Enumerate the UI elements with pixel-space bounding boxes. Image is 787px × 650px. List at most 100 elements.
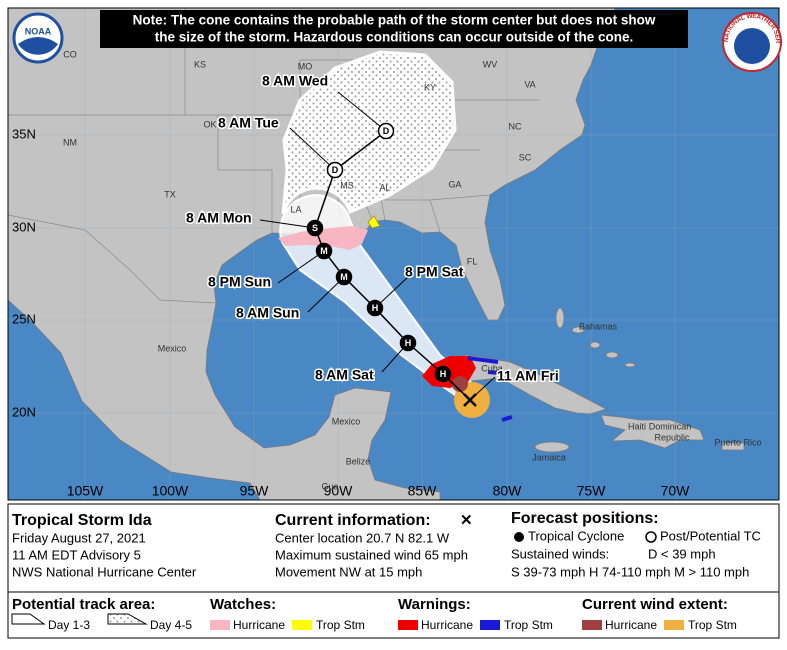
forecast-point (315, 242, 333, 260)
place-label: NM (63, 137, 77, 147)
forecast-point (306, 219, 324, 237)
forecast-point (434, 365, 452, 383)
place-label: NC (509, 121, 522, 131)
place-label: KY (424, 82, 436, 92)
legend-title: Watches: (210, 596, 276, 613)
lat-label: 35N (12, 126, 36, 141)
storm-line: Friday August 27, 2021 (12, 530, 146, 545)
track-label: 8 AM Sat (315, 367, 374, 383)
note-text: Note: The cone contains the probable pat… (133, 13, 656, 28)
noaa-logo-text: NOAA (25, 26, 52, 36)
forecast-point-letter: H (440, 369, 447, 379)
forecast-point (377, 122, 395, 140)
current-line: Maximum sustained wind 65 mph (275, 547, 468, 562)
place-label: Jamaica (532, 452, 566, 462)
map-frame (7, 7, 780, 501)
place-label: SC (519, 152, 532, 162)
bahamas (555, 307, 636, 368)
day-4-5-swatch (107, 613, 148, 625)
storm-name: Tropical Storm Ida (12, 512, 152, 529)
place-label: WV (483, 59, 498, 69)
nws-logo-center (734, 28, 770, 64)
track-label: 8 AM Sun (236, 305, 299, 321)
place-label: GA (448, 179, 461, 189)
place-label: FL (467, 256, 478, 266)
forecast-point-letter: S (312, 223, 318, 233)
forecast-point-letter: M (340, 272, 348, 282)
place-label: MO (298, 61, 313, 71)
legend-item: Hurricane (421, 618, 473, 632)
track-label: 11 AM Fri (497, 368, 559, 384)
place-label: Puerto Rico (714, 437, 761, 447)
place-label: Bahamas (579, 321, 618, 331)
track-label: 8 PM Sat (405, 264, 464, 280)
storm-line: NWS National Hurricane Center (12, 564, 197, 579)
track-label: 8 AM Wed (262, 73, 328, 89)
current-center (463, 393, 477, 407)
place-label: Gua (321, 481, 338, 491)
lon-label: 85W (408, 483, 438, 499)
forecast-point-letter: D (383, 126, 390, 136)
jamaica (534, 441, 570, 453)
post-tc-symbol (645, 531, 657, 543)
lat-label: 30N (12, 219, 36, 234)
hurricane-watch-swatch (210, 620, 230, 630)
hurricane-wind-extent (452, 376, 468, 392)
lat-label: 25N (12, 311, 36, 326)
lon-label: 100W (152, 483, 189, 499)
lat-label: 20N (12, 404, 36, 419)
forecast-winds: Sustained winds: (511, 546, 609, 561)
cone-day-4-5 (281, 50, 457, 215)
place-label: KS (194, 59, 206, 69)
place-label: Mexico (332, 416, 361, 426)
ts-extent-swatch (664, 620, 684, 630)
hurricane-warning-swatch (398, 620, 418, 630)
current-line: Center location 20.7 N 82.1 W (275, 530, 450, 545)
label-leader (289, 127, 336, 171)
forecast-point (366, 299, 384, 317)
legend-item: Trop Stm (316, 618, 365, 632)
legend-title: Current wind extent: (582, 596, 728, 613)
legend-item: Day 4-5 (150, 618, 192, 632)
place-label: LA (290, 204, 301, 214)
north-america (8, 8, 616, 500)
legend-title: Warnings: (398, 596, 471, 613)
label-leader (277, 250, 325, 284)
place-label: Belize (346, 456, 371, 466)
lon-label: 75W (577, 483, 607, 499)
tropical-storm-watch (367, 215, 381, 229)
ts-watch-swatch (292, 620, 312, 630)
current-symbol: ✕ (460, 512, 473, 529)
day-1-3-swatch (11, 613, 46, 625)
place-label: Haiti (628, 421, 646, 431)
place-label: CO (63, 49, 77, 59)
forecast-scale: S 39-73 mph H 74-110 mph M > 110 mph (511, 564, 749, 579)
place-label: Dominican (649, 421, 692, 431)
hurricane-watch (278, 226, 368, 250)
place-label: Mexico (158, 343, 187, 353)
label-leader (307, 276, 345, 313)
place-label: AL (379, 182, 390, 192)
tropical-cyclone-symbol (514, 532, 524, 542)
ts-warning-swatch (480, 620, 500, 630)
place-label: TX (164, 189, 176, 199)
tropical-storm-warning (467, 356, 513, 422)
hurricane-extent-swatch (582, 620, 602, 630)
lon-label: 95W (240, 483, 270, 499)
forecast-cyclone: Tropical Cyclone (528, 528, 624, 543)
note-text: the size of the storm. Hazardous conditi… (155, 30, 634, 45)
forecast-point (326, 161, 344, 179)
current-line: Movement NW at 15 mph (275, 564, 422, 579)
hispaniola (600, 414, 705, 449)
forecast-point-letter: H (405, 338, 412, 348)
forecast-point (335, 268, 353, 286)
lon-label: 80W (493, 483, 523, 499)
legend-item: Hurricane (233, 618, 285, 632)
legend-item: Trop Stm (504, 618, 553, 632)
track-label: 8 AM Tue (218, 115, 279, 131)
forecast-point (399, 334, 417, 352)
track-label: 8 PM Sun (208, 274, 271, 290)
storm-line: 11 AM EDT Advisory 5 (12, 547, 141, 562)
track-label: 8 AM Mon (186, 210, 252, 226)
